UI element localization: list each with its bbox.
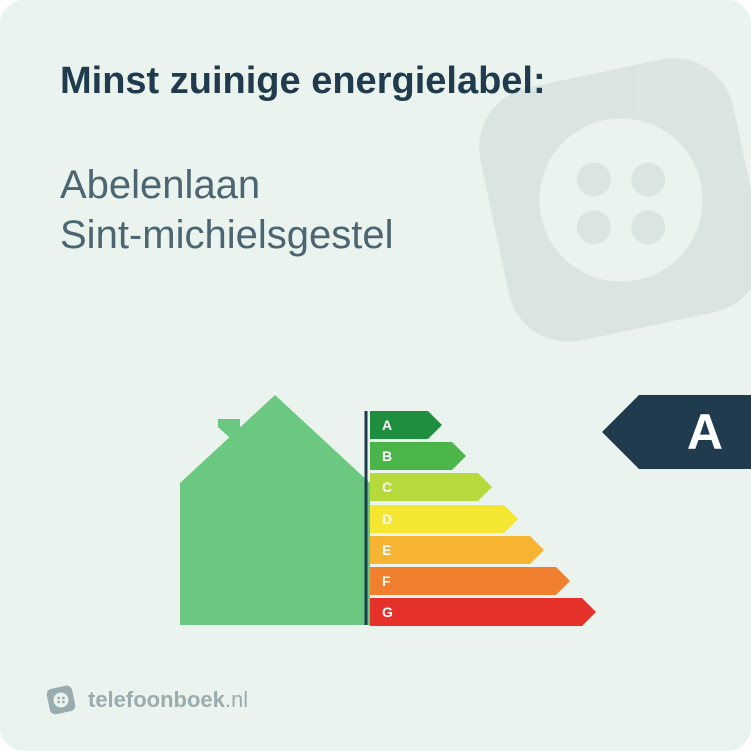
energy-bar-b: B	[370, 442, 452, 470]
energy-bar-label: F	[382, 573, 391, 589]
address-block: Abelenlaan Sint-michielsgestel	[60, 160, 393, 260]
footer: telefoonboek.nl	[44, 683, 248, 717]
footer-text: telefoonboek.nl	[88, 687, 248, 713]
card-title: Minst zuinige energielabel:	[60, 60, 546, 103]
energy-bar-label: A	[382, 417, 392, 433]
energy-bar-row: D	[370, 505, 582, 533]
footer-logo-icon	[44, 683, 78, 717]
energy-bar-label: C	[382, 479, 392, 495]
energy-card: Minst zuinige energielabel: Abelenlaan S…	[0, 0, 751, 751]
energy-bar-row: A	[370, 411, 582, 439]
energy-bar-c: C	[370, 473, 478, 501]
address-line-1: Abelenlaan	[60, 160, 393, 210]
energy-bar-g: G	[370, 598, 582, 626]
indicator-badge: A	[639, 395, 751, 469]
energy-bar-label: D	[382, 511, 392, 527]
energy-bar-row: B	[370, 442, 582, 470]
energy-bar-row: C	[370, 473, 582, 501]
energy-bar-e: E	[370, 536, 530, 564]
address-line-2: Sint-michielsgestel	[60, 210, 393, 260]
energy-bar-f: F	[370, 567, 556, 595]
footer-name: telefoonboek	[88, 687, 225, 712]
indicator-label: A	[687, 403, 723, 461]
house-icon	[180, 395, 370, 625]
energy-chart: ABCDEFG	[180, 395, 580, 635]
energy-bar-row: E	[370, 536, 582, 564]
footer-tld: .nl	[225, 687, 248, 712]
energy-bar-label: G	[382, 604, 393, 620]
energy-bar-d: D	[370, 505, 504, 533]
energy-bar-row: G	[370, 598, 582, 626]
energy-bar-label: E	[382, 542, 391, 558]
energy-bar-a: A	[370, 411, 428, 439]
energy-bars: ABCDEFG	[370, 411, 582, 629]
energy-bar-row: F	[370, 567, 582, 595]
energy-bar-label: B	[382, 448, 392, 464]
